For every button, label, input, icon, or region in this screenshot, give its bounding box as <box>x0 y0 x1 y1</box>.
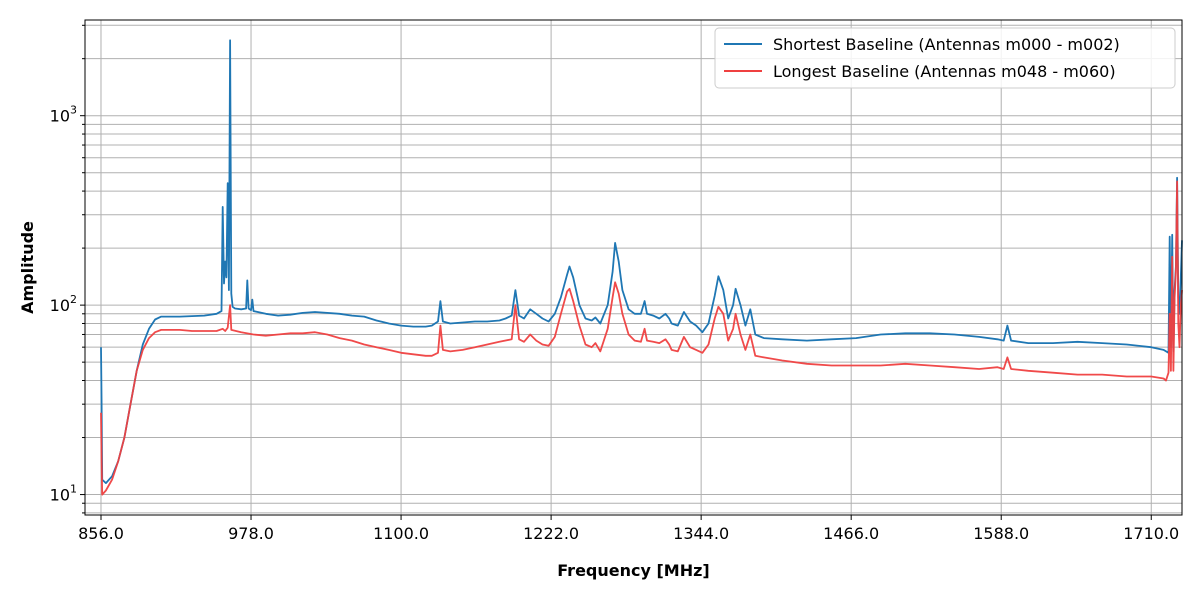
x-axis-title: Frequency [MHz] <box>557 561 709 580</box>
x-tick-label: 1344.0 <box>673 524 729 543</box>
y-tick-label: 102 <box>50 293 77 315</box>
series-line-longest <box>100 180 1183 496</box>
y-tick-label: 103 <box>50 104 77 126</box>
legend-box <box>714 27 1176 89</box>
series-layer <box>100 39 1183 496</box>
x-tick-label: 1100.0 <box>373 524 429 543</box>
legend: Shortest Baseline (Antennas m000 - m002)… <box>714 27 1176 89</box>
tick-layer: 856.0 978.0 1100.0 1222.0 1344.0 1466.0 1588.0… <box>50 24 1179 543</box>
x-tick-label: 1222.0 <box>523 524 579 543</box>
y-tick-label: 101 <box>50 483 77 505</box>
grid <box>85 20 1182 515</box>
x-tick-label: 1466.0 <box>823 524 879 543</box>
x-tick-label: 1588.0 <box>973 524 1029 543</box>
legend-label-shortest: Shortest Baseline (Antennas m000 - m002) <box>773 35 1120 54</box>
legend-label-longest: Longest Baseline (Antennas m048 - m060) <box>773 62 1116 81</box>
x-tick-label: 1710.0 <box>1123 524 1179 543</box>
y-axis-title: Amplitude <box>18 221 37 314</box>
series-line-shortest <box>100 39 1183 485</box>
x-tick-label: 978.0 <box>228 524 274 543</box>
x-tick-label: 856.0 <box>78 524 124 543</box>
plot-frame <box>84 19 1183 516</box>
